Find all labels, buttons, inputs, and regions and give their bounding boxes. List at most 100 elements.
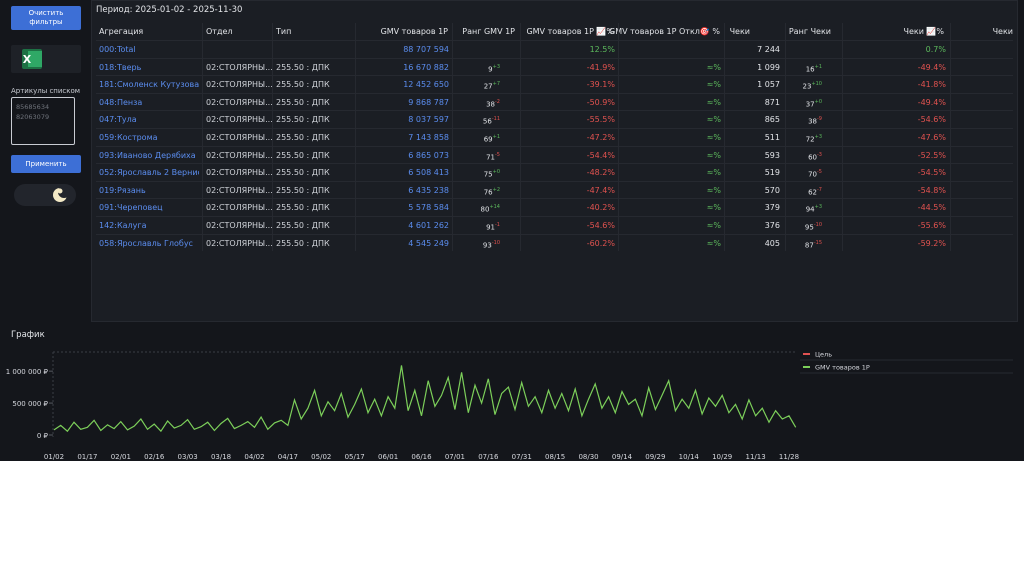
column-header: GMV товаров 1P [380,27,448,36]
rank-delta: -9 [817,116,822,123]
rank-cell: 70-5 [808,164,822,183]
table-cell: 255.50 : ДПК [276,168,330,178]
rank-delta: -7 [817,186,822,193]
rank-delta: -11 [491,116,500,123]
x-tick-label: 10/14 [679,453,700,461]
rank-delta: +3 [814,204,822,211]
table-cell: 091:Череповец [99,203,163,213]
table-cell: 02:СТОЛЯРНЫ... [206,62,273,72]
table-cell: ≈% [706,97,721,107]
rank: 75 [483,170,493,179]
table-cell: 052:Ярославль 2 Вернис... [99,168,199,178]
table-cell: 02:СТОЛЯРНЫ... [206,150,273,160]
x-tick-label: 08/30 [578,453,598,461]
x-tick-label: 01/17 [77,453,97,461]
table-cell: 255.50 : ДПК [276,80,330,90]
rank-cell: 93-10 [483,235,500,254]
table-cell: 379 [764,203,780,213]
legend-label: GMV товаров 1P [815,364,870,372]
table-cell: ≈% [706,62,721,72]
table-cell: 255.50 : ДПК [276,62,330,72]
table-cell: 02:СТОЛЯРНЫ... [206,115,273,125]
x-tick-label: 02/01 [111,453,131,461]
y-tick-label: 500 000 ₽ [12,400,48,408]
rank-delta: -1 [495,222,500,228]
table-cell: 6 865 073 [408,150,449,160]
table-cell: 255.50 : ДПК [276,150,330,160]
row-border [96,128,1013,129]
rank: 38 [486,100,495,109]
article-input[interactable]: 85685634 82063079 [11,97,75,145]
table-cell: 02:СТОЛЯРНЫ... [206,133,273,142]
table-cell: -48.2% [586,168,615,178]
rank-delta: +3 [492,63,500,70]
rank-cell: 27+7 [484,76,500,95]
rank-cell: 76+2 [484,182,500,201]
table-cell: ≈% [706,203,721,213]
column-header: Агрегация [99,27,144,36]
rank-cell: 94+3 [806,199,822,218]
table-cell: ≈% [706,238,721,248]
theme-toggle[interactable] [14,184,76,206]
rank-delta: +2 [492,186,500,193]
table-cell: 255.50 : ДПК [276,97,330,107]
column-divider [452,23,453,251]
table-cell: -49.4% [917,62,946,72]
table-cell: -54.6% [586,221,615,230]
rank-delta: -5 [495,151,500,158]
chart-title: График [11,330,45,340]
row-border [96,145,1013,147]
table-cell: 02:СТОЛЯРНЫ... [206,80,273,90]
table-cell: 5 578 584 [408,203,449,213]
rank-delta: +7 [492,81,500,88]
table-cell: -55.5% [586,115,615,125]
table-cell: 0.7% [925,45,946,54]
column-divider [724,23,725,251]
table-cell: 88 707 594 [403,45,449,54]
clear-filters-button[interactable]: Очистить фильтры [11,6,81,30]
rank-cell: 75+0 [484,164,500,183]
table-cell: 9 868 787 [408,97,449,107]
y-tick-label: 0 ₽ [37,432,49,440]
row-border [96,40,1013,41]
table-cell: ≈% [706,150,721,160]
table-cell: 16 670 882 [403,62,449,72]
table-cell: 018:Тверь [99,62,142,72]
chart: 0 ₽ 500 000 ₽ 1 000 000 ₽ 01/02 01/17 02/01 02… [6,351,1013,461]
rank: 94 [805,205,815,214]
rank: 87 [804,240,814,249]
table-cell: 02:СТОЛЯРНЫ... [206,185,273,195]
rank: 37 [805,100,815,109]
placeholder-line: 85685634 [16,103,50,111]
rank-delta: -10 [813,222,822,228]
table-cell: 255.50 : ДПК [276,238,330,248]
list-label: Артикулы списком [11,87,81,95]
column-header: Чеки 📈% [903,27,944,36]
excel-button[interactable]: X [11,45,81,73]
column-header: Чеки [992,27,1013,36]
table-cell: 02:СТОЛЯРНЫ... [206,168,273,178]
rank-delta: +3 [814,134,822,140]
x-tick-label: 09/29 [645,453,665,461]
rank: 27 [483,82,493,91]
table-cell: -47.2% [586,133,615,142]
x-tick-label: 07/01 [445,453,465,461]
x-tick-label: 03/18 [211,453,231,461]
column-divider [202,23,203,251]
rank-delta: +1 [492,134,500,140]
rank-cell: 95-10 [805,217,822,236]
column-divider [785,23,786,251]
table-panel [91,0,1018,322]
rank: 80 [480,205,490,214]
rank-delta: -3 [817,151,822,158]
rank-cell: 71-5 [486,147,500,166]
apply-button[interactable]: Применить [11,155,81,173]
table-cell: 059:Кострома [99,133,158,142]
table-cell: 255.50 : ДПК [276,221,330,230]
y-tick-label: 1 000 000 ₽ [6,368,49,376]
column-divider [950,23,951,251]
x-tick-label: 06/01 [378,453,398,461]
series-line [53,365,797,433]
table-cell: 570 [764,185,780,195]
x-tick-label: 04/17 [278,453,298,461]
